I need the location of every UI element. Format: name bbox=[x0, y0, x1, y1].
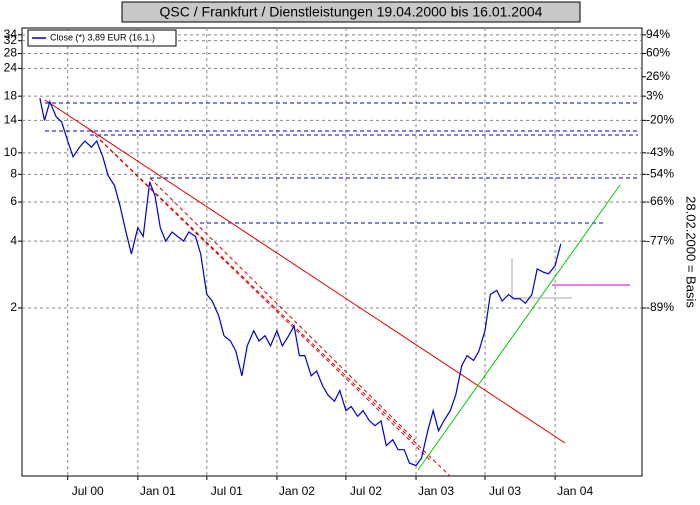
legend-label: Close (*) 3,89 EUR (16.1.) bbox=[50, 32, 155, 42]
x-tick-label: Jul 01 bbox=[211, 484, 243, 498]
trend-line bbox=[149, 177, 416, 441]
y-tick-label: 4 bbox=[10, 233, 17, 247]
y-tick-label: 24 bbox=[4, 61, 18, 75]
y-tick-label: 2 bbox=[10, 300, 17, 314]
y2-tick-label: -77% bbox=[646, 233, 674, 247]
price-line bbox=[39, 98, 562, 467]
y-tick-label: 34 bbox=[4, 27, 18, 41]
y-tick-label: 8 bbox=[10, 166, 17, 180]
y2-tick-label: 60% bbox=[646, 46, 670, 60]
y2-tick-label: -66% bbox=[646, 194, 674, 208]
y2-tick-label: -54% bbox=[646, 166, 674, 180]
y2-tick-label: 3% bbox=[646, 88, 664, 102]
chart-title: QSC / Frankfurt / Dienstleistungen 19.04… bbox=[160, 4, 543, 20]
legend-box bbox=[27, 29, 177, 47]
y2-tick-label: -43% bbox=[646, 145, 674, 159]
y-tick-label: 6 bbox=[10, 194, 17, 208]
x-tick-label: Jan 01 bbox=[140, 484, 176, 498]
y2-tick-label: 94% bbox=[646, 27, 670, 41]
trend-line bbox=[417, 184, 621, 471]
y2-axis-label: 28.02.2000 = Basis bbox=[684, 196, 699, 308]
x-tick-label: Jul 00 bbox=[72, 484, 104, 498]
x-tick-label: Jan 02 bbox=[279, 484, 315, 498]
y-tick-label: 32 bbox=[4, 33, 18, 47]
title-box bbox=[121, 1, 581, 23]
trend-line bbox=[44, 99, 566, 444]
trend-line bbox=[89, 129, 451, 477]
y-tick-label: 14 bbox=[4, 113, 18, 127]
y-tick-label: 18 bbox=[4, 88, 18, 102]
annotations bbox=[44, 99, 638, 477]
y2-tick-label: -89% bbox=[646, 300, 674, 314]
x-tick-label: Jul 03 bbox=[489, 484, 521, 498]
plot-area bbox=[21, 27, 643, 477]
x-tick-label: Jan 03 bbox=[418, 484, 454, 498]
x-tick-label: Jul 02 bbox=[350, 484, 382, 498]
y2-tick-label: -20% bbox=[646, 113, 674, 127]
x-tick-label: Jan 04 bbox=[557, 484, 593, 498]
y-tick-label: 28 bbox=[4, 46, 18, 60]
y-tick-label: 10 bbox=[4, 145, 18, 159]
y2-tick-label: 26% bbox=[646, 69, 670, 83]
